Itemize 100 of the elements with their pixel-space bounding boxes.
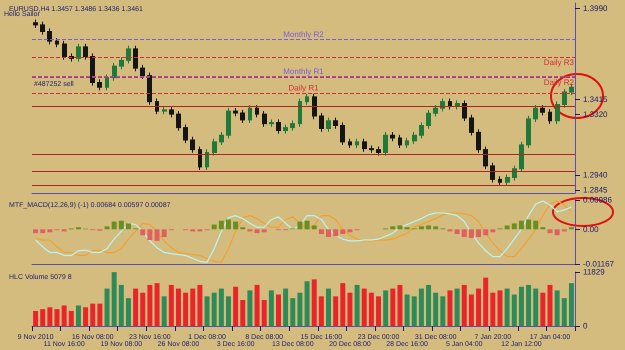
bar bbox=[326, 288, 332, 326]
bar bbox=[468, 294, 474, 326]
bar bbox=[297, 292, 302, 326]
bar bbox=[547, 229, 552, 234]
bar bbox=[326, 229, 332, 238]
ref-line-label: Daily R3 bbox=[544, 58, 575, 67]
candlestick bbox=[305, 93, 309, 106]
y-tick-label: 11829 bbox=[583, 268, 606, 276]
candlestick bbox=[526, 115, 531, 149]
candlestick bbox=[355, 138, 359, 149]
candlestick bbox=[205, 148, 209, 171]
ref-line-label: Monthly R2 bbox=[283, 30, 324, 39]
candlestick bbox=[498, 176, 502, 186]
bar bbox=[390, 288, 396, 326]
candlestick bbox=[133, 45, 138, 72]
bar bbox=[190, 288, 196, 326]
bar bbox=[340, 283, 346, 326]
candlestick bbox=[140, 64, 145, 80]
candlestick bbox=[226, 107, 231, 139]
bar bbox=[304, 281, 310, 326]
bar bbox=[176, 288, 181, 326]
bar bbox=[226, 296, 231, 326]
bar bbox=[440, 296, 446, 326]
candlestick bbox=[462, 100, 467, 122]
candlestick bbox=[476, 128, 481, 154]
bar bbox=[483, 229, 488, 236]
bar bbox=[268, 290, 274, 326]
bar bbox=[197, 284, 202, 326]
bar bbox=[376, 296, 382, 326]
candlestick bbox=[298, 98, 302, 128]
bar bbox=[147, 284, 152, 326]
candlestick bbox=[426, 110, 431, 130]
bar bbox=[68, 310, 74, 326]
bar bbox=[283, 288, 288, 326]
bar bbox=[554, 229, 560, 236]
candlestick bbox=[319, 112, 324, 132]
bar bbox=[47, 229, 52, 232]
bar bbox=[347, 292, 352, 326]
candlestick bbox=[362, 138, 367, 152]
bar bbox=[162, 229, 167, 238]
candlestick bbox=[505, 174, 510, 186]
bar bbox=[297, 222, 302, 230]
bar bbox=[126, 223, 131, 230]
bar bbox=[518, 286, 524, 326]
candlestick bbox=[562, 88, 567, 108]
bar bbox=[40, 229, 46, 234]
bar bbox=[40, 309, 46, 326]
bar bbox=[490, 292, 496, 326]
y-tick-label: 1.2940 bbox=[583, 170, 608, 180]
candlestick bbox=[162, 106, 167, 115]
bar bbox=[383, 290, 388, 326]
bar bbox=[204, 296, 210, 326]
candlestick bbox=[83, 43, 88, 60]
bar bbox=[447, 290, 452, 326]
candlestick bbox=[326, 117, 331, 132]
candlestick bbox=[398, 134, 402, 149]
bar bbox=[154, 283, 160, 326]
candlestick bbox=[369, 145, 374, 154]
bar bbox=[340, 229, 346, 234]
bar bbox=[433, 226, 438, 230]
bar bbox=[147, 229, 152, 240]
bar bbox=[533, 220, 538, 230]
candlestick bbox=[276, 118, 281, 134]
candlestick bbox=[219, 132, 224, 146]
bar bbox=[362, 288, 367, 326]
bar bbox=[83, 307, 88, 326]
bar bbox=[397, 284, 402, 326]
bar bbox=[397, 225, 402, 230]
candlestick bbox=[212, 138, 217, 156]
candlestick bbox=[169, 106, 174, 118]
bar bbox=[412, 296, 417, 326]
bar bbox=[33, 310, 38, 326]
candlestick bbox=[283, 124, 288, 134]
bar bbox=[183, 292, 188, 326]
bar bbox=[104, 226, 110, 230]
candlestick bbox=[312, 93, 317, 120]
bar bbox=[483, 278, 488, 326]
candlestick bbox=[412, 132, 417, 145]
candlestick bbox=[55, 37, 59, 48]
bar bbox=[504, 225, 510, 230]
y-tick-label: -0.01167 bbox=[583, 260, 615, 268]
bar bbox=[218, 220, 224, 230]
bar bbox=[47, 307, 52, 326]
bar bbox=[133, 288, 138, 326]
candlestick bbox=[333, 117, 338, 130]
candlestick bbox=[469, 114, 474, 136]
candlestick bbox=[419, 122, 424, 139]
bar bbox=[497, 290, 502, 326]
bar bbox=[468, 229, 474, 238]
bar bbox=[126, 298, 131, 326]
candlestick bbox=[240, 109, 245, 124]
bar bbox=[290, 298, 296, 326]
candlestick bbox=[555, 100, 560, 124]
candlestick bbox=[248, 104, 252, 124]
bar bbox=[404, 294, 410, 326]
candlestick bbox=[483, 146, 488, 170]
bar bbox=[476, 288, 482, 326]
bar bbox=[504, 288, 510, 326]
bar bbox=[118, 220, 124, 230]
y-tick-label: 0 bbox=[583, 322, 588, 330]
